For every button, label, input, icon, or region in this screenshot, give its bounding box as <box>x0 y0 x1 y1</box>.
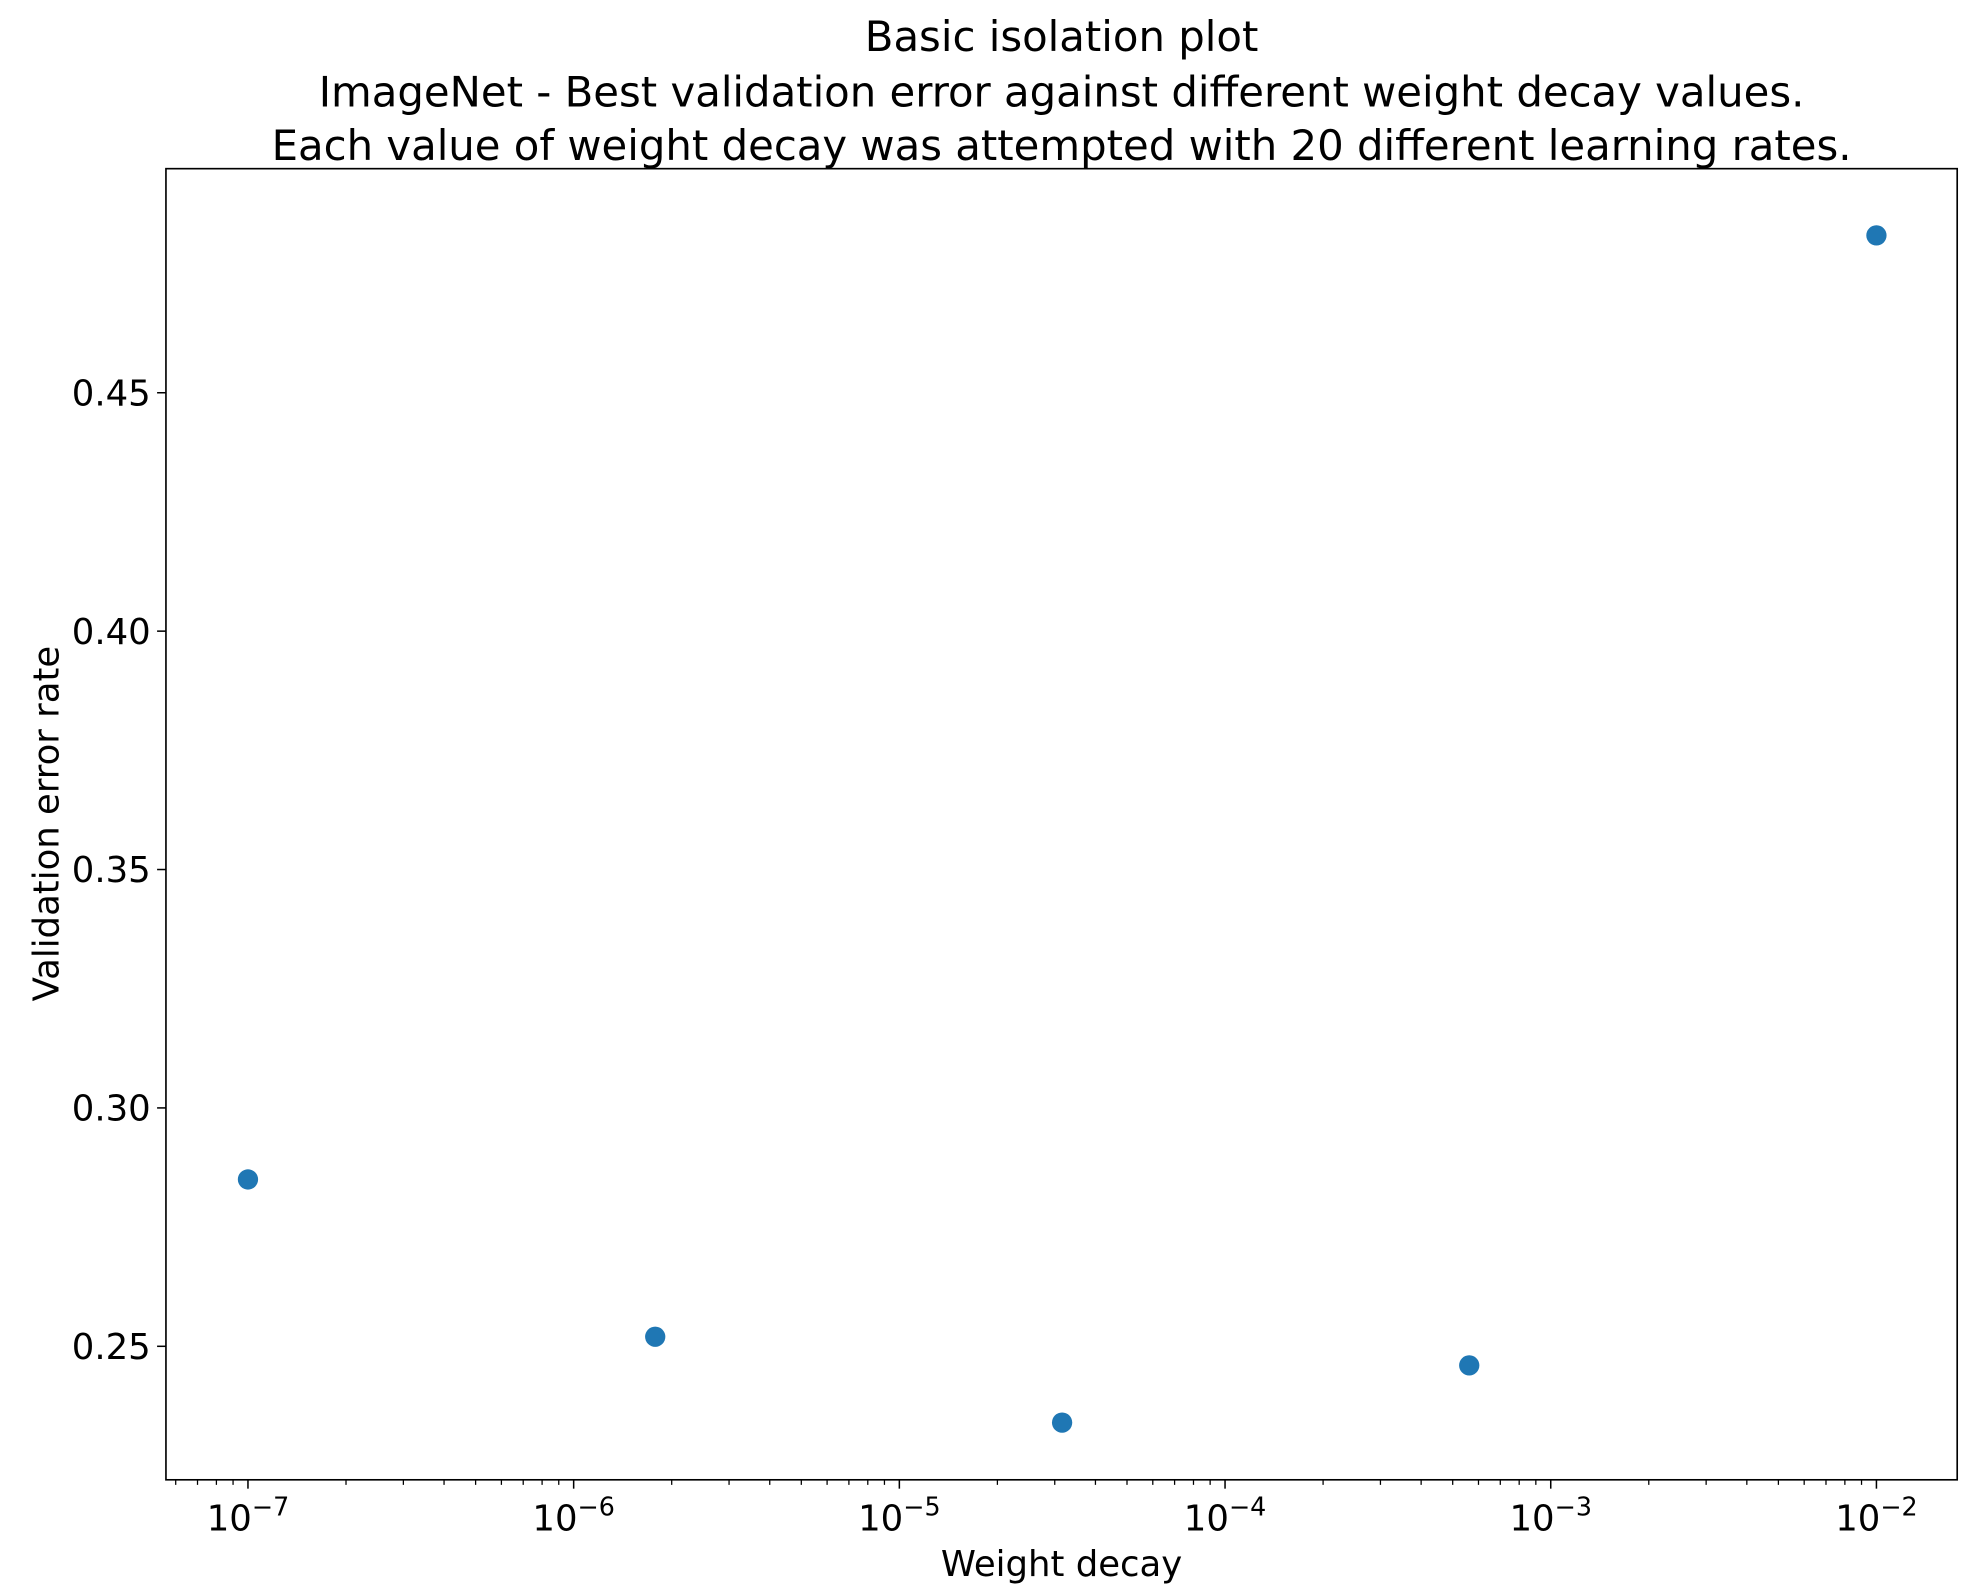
chart-subtitle-line-2: Each value of weight decay was attempted… <box>272 121 1852 170</box>
x-tick-label: 10−2 <box>1835 1491 1917 1539</box>
x-tick-label: 10−5 <box>858 1491 940 1539</box>
chart-subtitle-line-1: ImageNet - Best validation error against… <box>319 68 1805 117</box>
y-axis-label: Validation error rate <box>26 646 67 1002</box>
x-tick-label: 10−3 <box>1509 1491 1591 1539</box>
x-tick-label: 10−6 <box>532 1491 614 1539</box>
data-point <box>1051 1412 1073 1433</box>
data-point <box>645 1326 666 1347</box>
x-tick-label: 10−4 <box>1184 1491 1266 1539</box>
y-tick-label: 0.25 <box>72 1327 151 1368</box>
y-tick-label: 0.45 <box>72 373 151 414</box>
data-point <box>1866 225 1887 246</box>
x-tick-label: 10−7 <box>207 1491 289 1539</box>
data-point <box>237 1169 259 1190</box>
chart-title: Basic isolation plot <box>865 12 1259 61</box>
y-tick-label: 0.30 <box>72 1089 151 1130</box>
x-axis-label: Weight decay <box>941 1544 1182 1585</box>
y-tick-label: 0.40 <box>72 612 151 653</box>
y-tick-label: 0.35 <box>72 850 151 891</box>
plot-frame <box>165 167 1959 1481</box>
data-point <box>1459 1355 1480 1376</box>
